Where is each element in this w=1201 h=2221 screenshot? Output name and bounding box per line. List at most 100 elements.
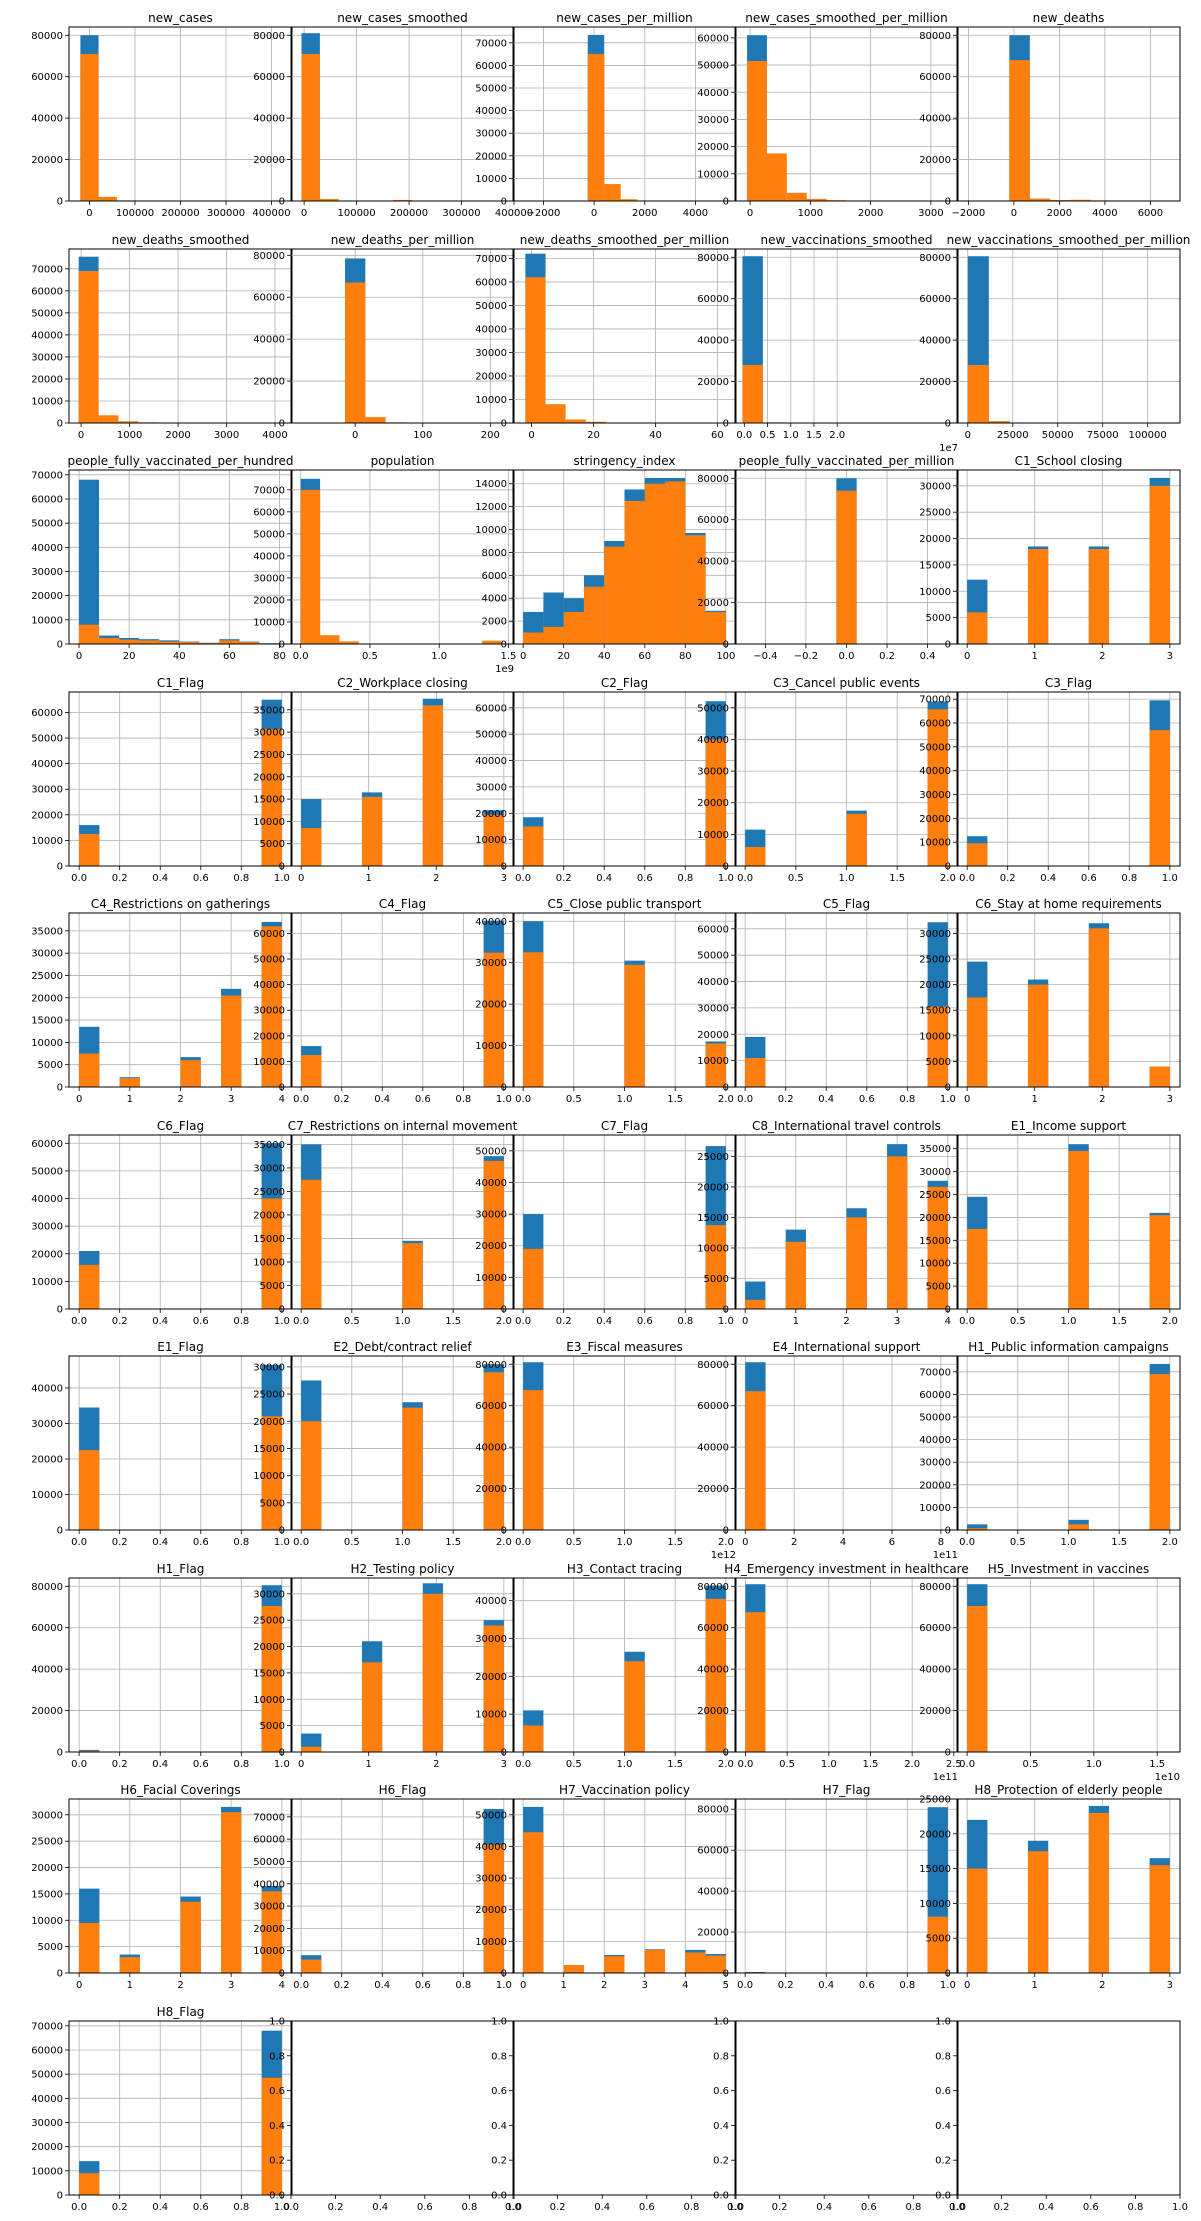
chart-39-ytick-label-3: 60000 <box>919 1623 951 1634</box>
chart-14-ytick-label-6: 30000 <box>919 481 951 492</box>
chart-10-series-0-bar-0 <box>79 479 100 644</box>
chart-33-ytick-label-4: 80000 <box>697 1360 729 1371</box>
chart-24-series-1-bar-2 <box>1088 928 1110 1087</box>
chart-9-ytick-label-0: 0 <box>945 419 951 430</box>
chart-7-series-1-bar-3 <box>585 421 606 423</box>
chart-48-ytick-label-0: 0.0 <box>713 2191 729 2202</box>
chart-40-ytick-label-4: 20000 <box>31 1863 63 1874</box>
chart-14-series-1-bar-0 <box>967 612 988 644</box>
chart-4-title: new_deaths <box>1033 11 1105 25</box>
chart-15-xtick-label-2: 0.4 <box>152 873 168 884</box>
chart-19-ytick-label-2: 20000 <box>919 814 951 825</box>
chart-0-ytick-label-1: 20000 <box>31 155 63 166</box>
chart-6-ytick-label-0: 0 <box>279 419 285 430</box>
chart-35-xtick-label-5: 1.0 <box>274 1759 290 1770</box>
chart-27-ytick-label-0: 0 <box>501 1305 507 1316</box>
chart-35-title: H1_Flag <box>157 1562 205 1576</box>
chart-25-xtick-label-5: 1.0 <box>274 1316 290 1327</box>
chart-25-series-1-bar-0 <box>79 1264 100 1309</box>
chart-29-title: E1_Income support <box>1011 1119 1127 1133</box>
chart-36-ytick-label-4: 20000 <box>253 1642 285 1653</box>
chart-13-xtick-label-4: 0.4 <box>920 651 936 662</box>
chart-49-xtick-label-4: 0.8 <box>1127 2202 1143 2213</box>
chart-44-series-1-bar-2 <box>1088 1812 1110 1973</box>
chart-36-ytick-label-5: 25000 <box>253 1616 285 1627</box>
chart-12-xtick-label-1: 20 <box>557 651 570 662</box>
chart-42-series-1-bar-3 <box>644 1949 666 1973</box>
chart-21-xtick-label-0: 0.0 <box>293 1094 309 1105</box>
chart-12-title: stringency_index <box>574 454 676 468</box>
chart-16-ytick-label-2: 10000 <box>253 817 285 828</box>
chart-15-ytick-label-5: 50000 <box>31 734 63 745</box>
chart-34: H1_Public information campaigns 0.0 0.5 1.0… <box>919 1340 1181 1548</box>
chart-11-ytick-label-3: 30000 <box>253 573 285 584</box>
chart-2-series-1-bar-0 <box>587 54 605 201</box>
chart-24-xtick-label-1: 1 <box>1032 1094 1038 1105</box>
chart-38-xtick-label-1: 0.5 <box>779 1759 795 1770</box>
chart-30-xtick-label-5: 1.0 <box>274 1537 290 1548</box>
chart-12-series-1-bar-1 <box>543 626 564 644</box>
chart-21-ytick-label-2: 20000 <box>253 1031 285 1042</box>
chart-44-xtick-label-3: 3 <box>1167 1980 1173 1991</box>
chart-21-xtick-label-5: 1.0 <box>496 1094 512 1105</box>
chart-11-title: population <box>371 454 435 468</box>
chart-14-ytick-label-2: 10000 <box>919 587 951 598</box>
chart-12-ytick-label-3: 6000 <box>482 571 507 582</box>
chart-41-ytick-label-6: 60000 <box>253 1835 285 1846</box>
chart-29-series-1-bar-0 <box>967 1228 988 1309</box>
chart-2-ytick-label-4: 40000 <box>475 106 507 117</box>
chart-26-ytick-label-6: 30000 <box>253 1163 285 1174</box>
chart-10-ytick-label-0: 0 <box>57 640 63 651</box>
chart-2-xtick-label-2: 2000 <box>632 208 657 219</box>
chart-9-xtick-label-4: 100000 <box>1129 430 1167 441</box>
chart-3-series-1-bar-1 <box>766 153 787 201</box>
chart-34-xtick-label-0: 0.0 <box>959 1537 975 1548</box>
chart-16-series-1-bar-1 <box>361 796 383 866</box>
chart-13-ytick-label-4: 80000 <box>697 474 729 485</box>
chart-19-xtick-label-2: 0.4 <box>1040 873 1056 884</box>
chart-43-xtick-label-5: 1.0 <box>940 1980 956 1991</box>
chart-47-ytick-label-3: 0.6 <box>491 2086 507 2097</box>
chart-41-frame <box>290 1798 515 1974</box>
chart-32-ytick-label-1: 20000 <box>475 1484 507 1495</box>
chart-8-frame <box>734 248 959 424</box>
chart-23-ytick-label-2: 20000 <box>697 1030 729 1041</box>
chart-3-ytick-label-3: 30000 <box>697 115 729 126</box>
chart-17-ytick-label-2: 20000 <box>475 809 507 820</box>
chart-4-ytick-label-1: 20000 <box>919 155 951 166</box>
chart-4-ytick-label-3: 60000 <box>919 72 951 83</box>
chart-25-frame <box>68 1134 293 1310</box>
chart-34-xtick-label-3: 1.5 <box>1111 1537 1127 1548</box>
chart-5-frame <box>68 248 293 424</box>
chart-49-xtick-label-5: 1.0 <box>1172 2202 1188 2213</box>
chart-37-title: H3_Contact tracing <box>567 1562 682 1576</box>
chart-12-series-1-bar-3 <box>583 586 605 644</box>
chart-45: H8_Flag 0.0 0.2 0.4 0.6 0.8 1.0 0 10000 20000 3000… <box>31 2005 293 2213</box>
chart-12-xtick-label-3: 60 <box>638 651 651 662</box>
chart-13-title: people_fully_vaccinated_per_million <box>739 454 955 468</box>
chart-36-xtick-label-2: 2 <box>433 1759 439 1770</box>
chart-10-series-1-bar-1 <box>99 637 120 644</box>
chart-45-ytick-label-0: 0 <box>57 2191 63 2202</box>
chart-19-ytick-label-5: 50000 <box>919 742 951 753</box>
chart-6-frame <box>290 248 515 424</box>
chart-18-ytick-label-5: 50000 <box>697 703 729 714</box>
chart-3-ytick-label-5: 50000 <box>697 61 729 72</box>
chart-46-ytick-label-3: 0.6 <box>269 2086 285 2097</box>
chart-33-xaxis-offset: 1e11 <box>933 1550 958 1561</box>
chart-44-series-1-bar-1 <box>1027 1851 1049 1973</box>
chart-37-series-1-bar-0 <box>523 1725 544 1752</box>
chart-37-ytick-label-3: 30000 <box>475 1634 507 1645</box>
chart-28-ytick-label-1: 5000 <box>704 1274 729 1285</box>
chart-49-frame <box>956 2020 1181 2196</box>
chart-40-title: H6_Facial Coverings <box>120 1783 240 1797</box>
chart-1-xtick-label-4: 400000 <box>495 208 533 219</box>
chart-20-series-1-bar-3 <box>221 995 242 1087</box>
chart-33-xtick-label-3: 6 <box>889 1537 895 1548</box>
chart-49-ytick-label-0: 0.0 <box>935 2191 951 2202</box>
